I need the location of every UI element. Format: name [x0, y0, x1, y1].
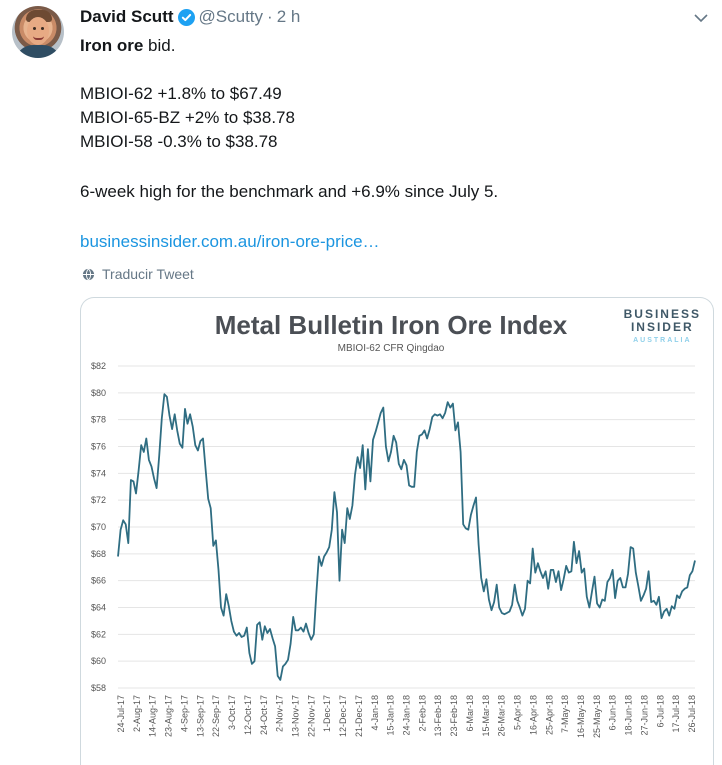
author-name[interactable]: David Scutt	[80, 7, 174, 26]
profile-avatar[interactable]	[12, 6, 64, 58]
y-tick-label: $74	[91, 468, 106, 478]
y-tick-label: $66	[91, 576, 106, 586]
x-tick-label: 4-Sep-17	[179, 695, 189, 732]
tweet-lead-text: bid.	[143, 36, 176, 55]
globe-icon	[82, 268, 95, 280]
x-tick-label: 26-Mar-18	[497, 695, 507, 737]
x-tick-label: 2-Nov-17	[275, 695, 285, 732]
y-tick-label: $64	[91, 603, 106, 613]
x-tick-label: 25-Apr-18	[544, 695, 554, 735]
x-tick-label: 6-Jul-18	[655, 695, 665, 728]
y-tick-label: $62	[91, 629, 106, 639]
brand-line-1: BUSINESS	[623, 307, 701, 321]
avatar-mouth	[33, 36, 44, 40]
avatar-shirt	[15, 45, 61, 58]
tweet-lead-bold: Iron ore	[80, 36, 144, 55]
chart-image-card[interactable]: $58 $60 $62 $64 $66 $68 $70 $72 $74 $76 $78 $80 $82 2…	[80, 297, 714, 765]
x-tick-label: 27-Jun-18	[639, 695, 649, 736]
avatar-left-eye	[33, 27, 36, 30]
chart-title: Metal Bulletin Iron Ore Index	[214, 310, 568, 340]
x-tick-label: 24-Oct-17	[259, 695, 269, 735]
author-handle[interactable]: @Scutty	[198, 7, 264, 26]
tweet-options-button[interactable]	[690, 7, 712, 29]
x-tick-label: 13-Nov-17	[290, 695, 300, 737]
x-tick-label: 16-Apr-18	[528, 695, 538, 735]
verified-badge-icon	[177, 8, 195, 26]
y-tick-label: $72	[91, 495, 106, 505]
iron-ore-line-chart: $58 $60 $62 $64 $66 $68 $70 $72 $74 $76 $78 $80 $82 2…	[91, 361, 697, 738]
x-tick-label: 22-Nov-17	[306, 695, 316, 737]
x-tick-label: 14-Aug-17	[148, 695, 158, 737]
y-tick-label: $80	[91, 388, 106, 398]
business-insider-australia-logo: BUSINESS INSIDER AUSTRALIA	[624, 308, 701, 347]
x-tick-label: 23-Aug-17	[164, 695, 174, 737]
tweet-header: David Scutt @Scutty · 2 h	[80, 6, 300, 28]
x-tick-label: 2-Aug-17	[132, 695, 142, 732]
chart-subtitle: MBIOI-62 CFR Qingdao	[337, 343, 445, 354]
price-line-3: MBIOI-58 -0.3% to $38.78	[80, 132, 278, 151]
tweet-timestamp[interactable]: 2 h	[276, 7, 301, 26]
translate-tweet-button[interactable]: Traducir Tweet	[82, 266, 194, 282]
translate-label: Traducir Tweet	[102, 266, 194, 282]
y-tick-label: $78	[91, 415, 106, 425]
tweet-first-line: Iron ore bid.	[80, 34, 175, 58]
x-tick-label: 23-Feb-18	[449, 695, 459, 737]
x-tick-label: 25-May-18	[592, 695, 602, 738]
x-tick-label: 12-Oct-17	[243, 695, 253, 735]
x-tick-label: 24-Jul-17	[116, 695, 126, 733]
x-tick-label: 7-May-18	[560, 695, 570, 733]
y-tick-label: $82	[91, 361, 106, 371]
price-line-2: MBIOI-65-BZ +2% to $38.78	[80, 108, 295, 127]
x-tick-label: 15-Jan-18	[386, 695, 396, 736]
x-tick-label: 24-Jan-18	[402, 695, 412, 736]
x-tick-label: 1-Dec-17	[322, 695, 332, 732]
avatar-face	[27, 17, 49, 45]
x-tick-label: 17-Jul-18	[671, 695, 681, 733]
x-tick-label: 13-Feb-18	[433, 695, 443, 737]
chevron-down-icon	[694, 13, 708, 22]
x-tick-label: 6-Jun-18	[608, 695, 618, 731]
x-tick-label: 22-Sep-17	[211, 695, 221, 737]
y-tick-label: $76	[91, 442, 106, 452]
price-line-1: MBIOI-62 +1.8% to $67.49	[80, 84, 282, 103]
x-tick-label: 4-Jan-18	[370, 695, 380, 731]
y-tick-label: $70	[91, 522, 106, 532]
y-tick-label: $58	[91, 683, 106, 693]
timestamp-separator: ·	[267, 7, 273, 26]
brand-line-3: AUSTRALIA	[633, 337, 692, 344]
y-tick-label: $60	[91, 656, 106, 666]
article-link[interactable]: businessinsider.com.au/iron-ore-price…	[80, 232, 380, 251]
avatar-right-eye	[41, 27, 44, 30]
x-tick-label: 5-Apr-18	[513, 695, 523, 730]
brand-line-2: INSIDER	[630, 320, 694, 334]
x-tick-label: 21-Dec-17	[354, 695, 364, 737]
tweet-summary: 6-week high for the benchmark and +6.9% …	[80, 182, 499, 201]
x-tick-label: 6-Mar-18	[465, 695, 475, 732]
x-tick-label: 18-Jun-18	[624, 695, 634, 736]
x-tick-label: 16-May-18	[576, 695, 586, 738]
y-tick-label: $68	[91, 549, 106, 559]
price-series-line	[117, 393, 696, 681]
x-tick-label: 15-Mar-18	[481, 695, 491, 737]
x-tick-label: 2-Feb-18	[417, 695, 427, 732]
x-tick-label: 3-Oct-17	[227, 695, 237, 730]
x-tick-label: 12-Dec-17	[338, 695, 348, 737]
x-tick-label: 26-Jul-18	[687, 695, 697, 733]
x-tick-label: 13-Sep-17	[195, 695, 205, 737]
